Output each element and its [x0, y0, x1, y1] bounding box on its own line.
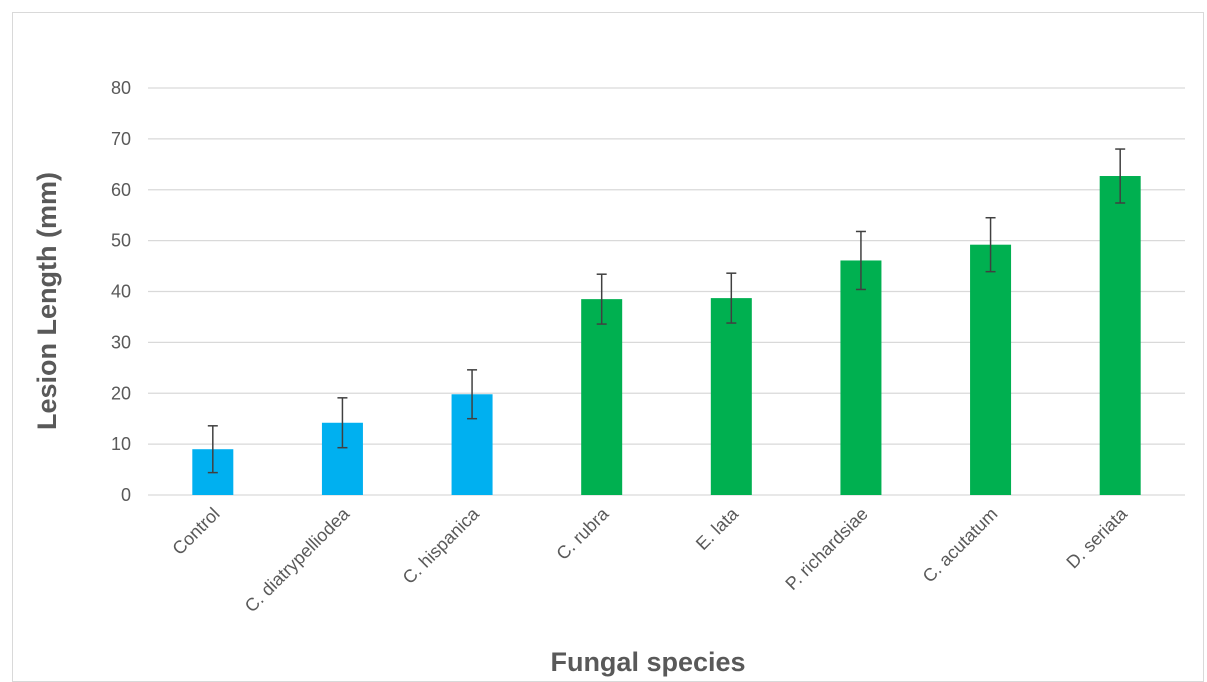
- bar: [840, 260, 882, 495]
- y-tick-label: 10: [111, 434, 131, 454]
- bar: [581, 299, 623, 495]
- x-tick-label: Control: [168, 504, 223, 559]
- error-bar: [596, 273, 607, 325]
- error-bars: [207, 148, 1126, 474]
- gridlines: [148, 87, 1185, 496]
- x-tick-label: C. rubra: [552, 503, 613, 564]
- x-tick-label: P. richardsiae: [781, 504, 871, 594]
- x-tick-label: C. hispanica: [399, 503, 484, 588]
- y-tick-label: 20: [111, 383, 131, 403]
- bar: [710, 298, 752, 495]
- bar: [970, 244, 1012, 495]
- error-bar: [726, 272, 737, 324]
- y-tick-label: 40: [111, 282, 131, 302]
- bar: [1099, 176, 1141, 496]
- error-bar: [985, 216, 996, 273]
- error-bar: [337, 397, 348, 449]
- x-tick-label: E. lata: [692, 503, 743, 554]
- x-axis-ticks: Control C. diatrypelliodea C. hispanica C. …: [168, 503, 1131, 616]
- error-bar: [207, 425, 218, 474]
- x-axis-title: Fungal species: [550, 647, 745, 677]
- y-axis-title: Lesion Length (mm): [32, 172, 62, 430]
- error-bar: [467, 369, 478, 420]
- x-tick-label: C. acutatum: [919, 504, 1002, 587]
- y-axis-ticks: 0 10 20 30 40 50 60 70 80: [111, 78, 131, 505]
- y-tick-label: 50: [111, 231, 131, 251]
- x-tick-label: D. seriata: [1062, 503, 1131, 572]
- bars: [192, 176, 1141, 496]
- y-tick-label: 30: [111, 332, 131, 352]
- y-tick-label: 70: [111, 129, 131, 149]
- y-tick-label: 80: [111, 78, 131, 98]
- error-bar: [855, 230, 866, 291]
- y-tick-label: 60: [111, 180, 131, 200]
- error-bar: [1115, 148, 1126, 204]
- y-tick-label: 0: [121, 485, 131, 505]
- x-tick-label: C. diatrypelliodea: [241, 503, 354, 616]
